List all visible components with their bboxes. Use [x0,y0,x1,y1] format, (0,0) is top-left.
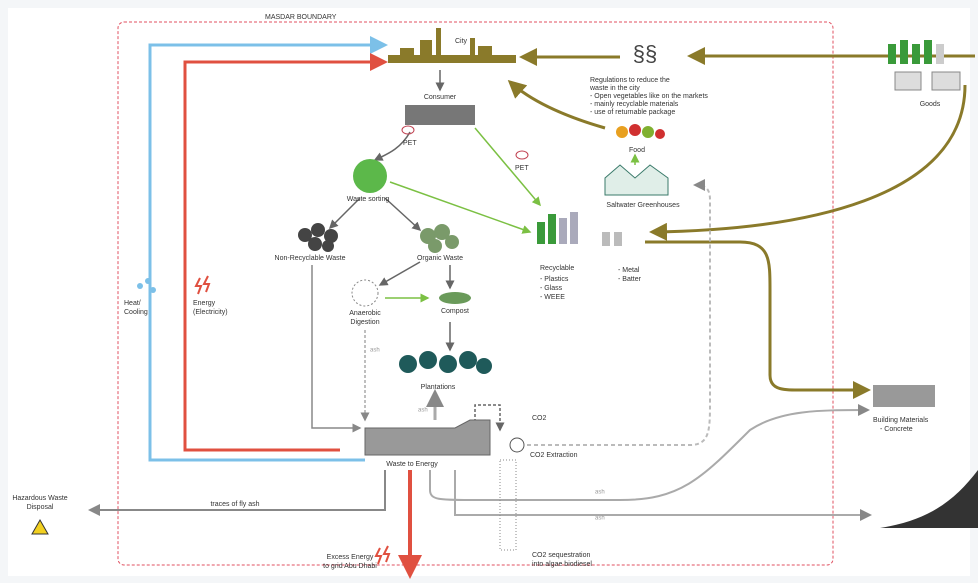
ash-label: ash [595,516,605,522]
goods-icon-part [895,72,921,90]
co2-extraction-icon [510,438,524,452]
cooling-icon-part [150,287,156,293]
consumer-icon-part [405,105,475,125]
waste-sorting-label: Waste sorting [347,196,390,203]
consumer-label: Consumer [424,94,457,101]
heat-cooling-label: Cooling [124,309,148,316]
food-icon-part [655,129,665,139]
city-icon-part [436,28,441,56]
pet-label: PET [515,165,529,172]
ash-label: ash [595,490,605,496]
city-icon-part [420,40,432,56]
non-recyclable-icon-part [311,223,325,237]
city-icon-part [388,55,516,63]
heat-cooling-label: Heat/ [124,300,141,307]
organic-icon-part [428,239,442,253]
diagram: MASDAR BOUNDARY City §§ [0,0,978,583]
waste-sorting-icon [353,159,387,193]
plantations-icon-part [476,358,492,374]
city-icon-part [478,46,492,56]
plantations-icon-part [439,355,457,373]
excess-energy-label: Excess Energy [327,554,374,561]
fly-ash-label: traces of fly ash [210,501,259,508]
goods-icon-part [932,72,960,90]
greenhouse-label: Saltwater Greenhouses [606,202,680,209]
energy-label: (Electricity) [193,309,228,316]
building-materials-label: Building Materials [873,417,929,424]
organic-icon-part [445,235,459,249]
recyclable-icon-part [537,222,545,244]
recyclable-icon-part [614,232,622,246]
consumer-icon [405,105,475,125]
recyclable-icon-part [548,214,556,244]
recyclable-icon-part [559,218,567,244]
regulation-line: - mainly recyclable materials [590,101,679,108]
organic-label: Organic Waste [417,255,463,262]
regulation-symbol: §§ [633,41,657,66]
sequestration-label: into algae biodiesel [532,561,592,568]
city-label: City [455,38,468,45]
plantations-label: Plantations [421,384,456,391]
co2-extraction-label: CO2 Extraction [530,452,578,459]
regulation-line: - use of returnable package [590,109,675,116]
pet-label: PET [403,140,417,147]
anaerobic-label: Anaerobic [349,310,381,317]
goods-icon-part [912,44,920,64]
plantations-icon-part [459,351,477,369]
city-icon-part [470,38,475,56]
compost-label: Compost [441,308,469,315]
recyclable-icon-part [602,232,610,246]
food-icon-part [629,124,641,136]
recyclable-icon-part [570,212,578,244]
goods-icon-part [924,40,932,64]
regulation-line: waste in the city [589,85,640,92]
recyclable-item: - Metal [618,267,640,274]
waste-to-energy-label: Waste to Energy [386,461,438,468]
ash-label: ash [418,408,428,414]
building-materials-label: - Concrete [880,426,913,433]
city-icon-part [400,48,414,56]
anaerobic-label: Digestion [350,319,379,326]
regulation-line: - Open vegetables like on the markets [590,93,708,100]
recyclable-item: - Batter [618,276,642,283]
non-recyclable-icon-part [308,237,322,251]
goods-label: Goods [920,101,941,108]
plantations-icon-part [399,355,417,373]
recyclable-item: - WEEE [540,294,565,301]
page: MASDAR BOUNDARY City §§ [0,0,978,583]
hazardous-label: Hazardous Waste [12,495,67,502]
goods-icon-part [888,44,896,64]
boundary-label: MASDAR BOUNDARY [265,14,337,21]
food-icon-part [642,126,654,138]
recyclable-label: Recyclable [540,265,574,272]
non-recyclable-icon-part [322,240,334,252]
excess-energy-label: to grid Abu Dhabi [323,563,377,570]
co2-label: CO2 [532,415,547,422]
sequestration-label: CO2 sequestration [532,552,590,559]
goods-icon-part [936,44,944,64]
regulation-line: Regulations to reduce the [590,77,670,84]
plantations-icon-part [419,351,437,369]
food-icon-part [616,126,628,138]
cooling-icon-part [145,278,151,284]
recyclable-item: - Plastics [540,276,569,283]
goods-icon-part [900,40,908,64]
compost-icon [439,292,471,304]
cooling-icon-part [137,283,143,289]
food-label: Food [629,147,645,154]
hazardous-label: Disposal [27,504,54,511]
energy-label: Energy [193,300,216,307]
recyclable-item: - Glass [540,285,563,292]
non-recyclable-label: Non-Recyclable Waste [275,255,346,262]
ash-label: ash [370,348,380,354]
building-materials-icon [873,385,935,407]
